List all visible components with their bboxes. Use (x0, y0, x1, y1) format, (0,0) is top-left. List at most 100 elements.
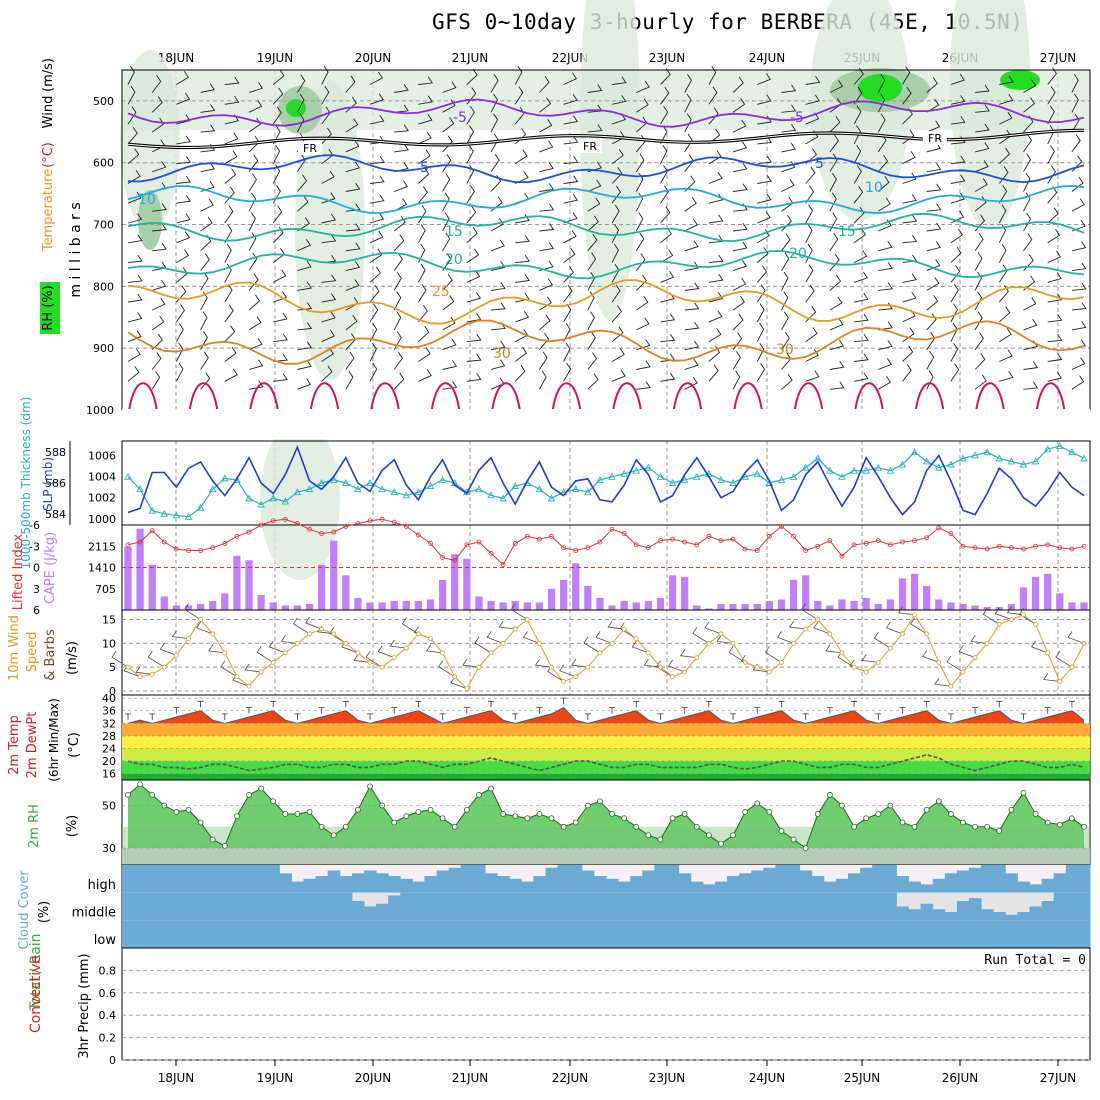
cloud-bar-low (255, 920, 268, 948)
cloud-bar-middle (920, 903, 934, 921)
wind-barb (127, 312, 143, 323)
slp-ylabel-thickness: 1000-500mb Thickness (dm) (19, 397, 33, 570)
wind-barb-10m (147, 650, 165, 668)
wind-barb (345, 242, 361, 252)
wind-barb (611, 284, 621, 303)
wind-barb (998, 185, 1008, 204)
wind-barb (684, 376, 698, 390)
cloud-bar-middle (763, 892, 776, 921)
wind-barb (974, 271, 983, 291)
wind-barb (152, 203, 167, 212)
lifted-index-point (730, 536, 736, 542)
wind-barb (442, 360, 458, 370)
cloud-bar-low (376, 920, 389, 948)
cloud-bar-high (666, 865, 680, 893)
wind-speed-point (827, 631, 833, 637)
wind-barb-10m (1043, 673, 1060, 682)
rh-band-low (122, 848, 1090, 865)
cape-bar (705, 608, 713, 610)
wind-barb-10m (716, 635, 734, 644)
cloud-bar-low (956, 920, 970, 948)
wind-barb (539, 97, 552, 113)
wind-barb (442, 252, 452, 271)
thickness-point (499, 494, 507, 502)
lifted-index-point (307, 526, 312, 532)
wind-barb (539, 242, 554, 252)
cloud-bar-low (969, 920, 982, 948)
wind-speed-point (803, 626, 809, 632)
wind-barb (999, 93, 1014, 105)
cloud-bar-middle (1017, 912, 1030, 921)
wind-barb (1047, 272, 1062, 283)
lifted-index-point (464, 542, 470, 548)
rh-shade-high (858, 74, 902, 102)
wind-barb (611, 326, 624, 343)
wind-barb (974, 160, 989, 173)
wind-barb (224, 95, 240, 105)
wind-barb (442, 81, 457, 93)
cloud-bar-high (1041, 878, 1055, 893)
wind-barb (805, 243, 813, 263)
wind-barb (176, 304, 185, 323)
wind-barb (369, 266, 381, 283)
wind-barb (999, 349, 1013, 362)
cloud-bar-high (593, 876, 607, 893)
precip-ylabel-b: Convective (28, 955, 44, 1033)
cloud-bar-middle (811, 892, 825, 921)
cloud-bar-middle (884, 892, 897, 921)
cloud-bar-middle (606, 892, 619, 921)
lifted-tick-label: 0 (33, 562, 40, 575)
wind-barb (418, 369, 432, 382)
wind-speed-point (125, 664, 131, 670)
wind-barb (660, 313, 676, 323)
wind-barb (829, 134, 839, 153)
wind-barb (563, 230, 577, 244)
wind-barb (418, 76, 434, 85)
wind-speed-point (815, 617, 821, 622)
wind-barb (442, 338, 457, 351)
slp-ylabel-slp: SLP (mb) (41, 457, 55, 511)
wind-barb-10m (934, 678, 951, 687)
wind-barb (442, 135, 453, 153)
cloud-bar-high (823, 881, 837, 893)
cloud-bar-high (291, 881, 304, 893)
wind-barb (393, 351, 403, 370)
lifted-index-point (839, 553, 845, 559)
wind-barb (877, 73, 886, 93)
wind-barb (902, 86, 912, 105)
wind-barb-10m (970, 635, 988, 644)
cloud-bar-high (993, 865, 1006, 893)
thickness-point (656, 472, 665, 480)
cloud-bar-low (364, 920, 377, 948)
wind-barb (902, 194, 917, 204)
cape-bar (741, 603, 749, 610)
cloud-bar-middle (1029, 906, 1043, 921)
rh-point (960, 819, 966, 826)
slp-tick-label: 1004 (88, 471, 116, 484)
thickness-point (281, 497, 290, 505)
wind-barb (490, 261, 506, 272)
wind-barb (950, 342, 959, 362)
cloud-bar-middle (642, 892, 655, 921)
wind-barb-10m (329, 627, 347, 644)
wind-barb (975, 123, 990, 133)
cape-tick-label: 1410 (88, 562, 116, 575)
wind-speed-point (198, 617, 204, 622)
thickness-point (438, 475, 447, 483)
cloud-bar-high (969, 867, 982, 893)
rh-point (609, 811, 615, 817)
wind-barb (829, 80, 844, 93)
cape-bar (838, 599, 846, 610)
lifted-index-point (887, 542, 893, 548)
wind-barb (853, 206, 865, 224)
thickness-point (172, 511, 181, 519)
wind-barb (442, 232, 451, 252)
rh-shade (580, 0, 640, 320)
wind-barb (466, 313, 482, 323)
cape-bar (366, 602, 374, 610)
wind-barb (635, 212, 644, 232)
wind-barb (998, 224, 1007, 244)
rh-point (367, 783, 373, 790)
wind-barb (175, 342, 184, 362)
wind-barb (466, 270, 481, 283)
